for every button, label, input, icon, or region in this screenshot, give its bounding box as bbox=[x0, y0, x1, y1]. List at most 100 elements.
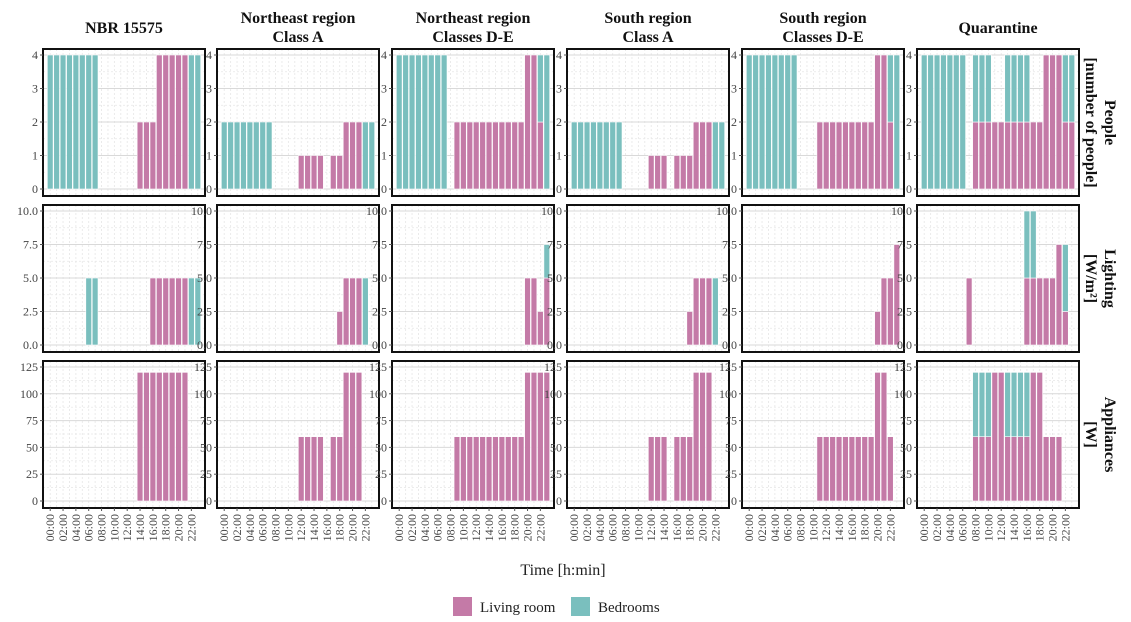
bar-living-room bbox=[466, 436, 473, 502]
y-tick-label: 50 bbox=[725, 440, 737, 454]
x-tick-label: 18:00 bbox=[858, 514, 872, 541]
y-tick-label: 3 bbox=[906, 82, 912, 96]
y-tick-label: 75 bbox=[375, 414, 387, 428]
bar-living-room bbox=[1049, 277, 1056, 346]
bar-living-room bbox=[505, 436, 512, 502]
y-tick-label: 0 bbox=[206, 182, 212, 196]
y-tick-label: 5.0 bbox=[197, 271, 212, 285]
y-tick-label: 10.0 bbox=[541, 204, 562, 218]
bar-bedrooms bbox=[590, 121, 597, 190]
x-tick-label: 14:00 bbox=[133, 514, 147, 541]
x-tick-label: 00:00 bbox=[217, 514, 231, 541]
panel-1-0: 0 1 2 3 4 bbox=[206, 48, 380, 197]
y-tick-label: 3 bbox=[32, 82, 38, 96]
x-tick-label: 08:00 bbox=[269, 514, 283, 541]
bar-living-room bbox=[816, 436, 823, 502]
bar-bedrooms bbox=[615, 121, 623, 190]
x-tick-label: 12:00 bbox=[994, 514, 1008, 541]
bar-living-room bbox=[965, 277, 973, 346]
bar-bedrooms bbox=[1010, 372, 1018, 437]
bar-living-room bbox=[1023, 121, 1031, 190]
x-tick-label: 22:00 bbox=[708, 514, 722, 541]
bar-living-room bbox=[673, 436, 681, 502]
panel-border bbox=[741, 360, 905, 509]
y-tick-label: 5.0 bbox=[897, 271, 912, 285]
y-tick-label: 0 bbox=[381, 494, 387, 508]
y-tick-label: 0 bbox=[32, 494, 38, 508]
bar-living-room bbox=[162, 54, 169, 190]
y-tick-label: 3 bbox=[556, 82, 562, 96]
bar-bedrooms bbox=[712, 121, 719, 190]
bar-living-room bbox=[466, 121, 473, 190]
bar-living-room bbox=[336, 155, 343, 190]
panel-2-2: 0 25 50 75 100 125 00:0002:0004:0006:0008:0010… bbox=[369, 360, 555, 541]
x-tick-label: 08:00 bbox=[794, 514, 808, 541]
bar-bedrooms bbox=[265, 121, 273, 190]
x-tick-label: 06:00 bbox=[956, 514, 970, 541]
y-tick-label: 50 bbox=[550, 440, 562, 454]
x-tick-label: 12:00 bbox=[120, 514, 134, 541]
x-tick-label: 14:00 bbox=[482, 514, 496, 541]
bar-living-room bbox=[304, 436, 311, 502]
bar-living-room bbox=[530, 54, 538, 190]
bar-living-room bbox=[181, 372, 189, 502]
panel-3-1: 0.0 2.5 5.0 7.5 10.0 bbox=[541, 204, 730, 353]
bar-living-room bbox=[330, 155, 337, 190]
bar-living-room bbox=[692, 121, 700, 190]
y-tick-label: 4 bbox=[731, 48, 737, 62]
bar-living-room bbox=[978, 121, 986, 190]
bar-living-room bbox=[511, 121, 518, 190]
bar-bedrooms bbox=[1017, 372, 1024, 437]
bar-bedrooms bbox=[1068, 54, 1075, 123]
bar-living-room bbox=[654, 436, 661, 502]
bar-bedrooms bbox=[415, 54, 422, 190]
bar-living-room bbox=[1017, 436, 1024, 502]
x-tick-label: 06:00 bbox=[82, 514, 96, 541]
bar-bedrooms bbox=[1030, 210, 1037, 279]
bar-bedrooms bbox=[921, 54, 928, 190]
bar-bedrooms bbox=[253, 121, 260, 190]
column-title: South region Classes D-E bbox=[779, 10, 866, 46]
x-tick-label: 18:00 bbox=[159, 514, 173, 541]
bar-living-room bbox=[530, 277, 538, 346]
bar-living-room bbox=[492, 436, 499, 502]
y-tick-label: 100 bbox=[194, 387, 212, 401]
bar-living-room bbox=[699, 277, 706, 346]
bar-bedrooms bbox=[933, 54, 941, 190]
bar-bedrooms bbox=[259, 121, 266, 190]
column-title: Quarantine bbox=[958, 20, 1037, 37]
panel-border bbox=[216, 360, 380, 509]
y-tick-label: 125 bbox=[20, 360, 38, 374]
bar-living-room bbox=[835, 121, 843, 190]
bar-living-room bbox=[1055, 436, 1063, 502]
x-tick-label: 20:00 bbox=[1046, 514, 1060, 541]
x-tick-label: 18:00 bbox=[333, 514, 347, 541]
x-tick-label: 20:00 bbox=[346, 514, 360, 541]
bar-living-room bbox=[842, 436, 849, 502]
panel-5-0: 0 1 2 3 4 bbox=[906, 48, 1080, 197]
x-tick-label: 12:00 bbox=[469, 514, 483, 541]
bar-living-room bbox=[699, 372, 706, 502]
y-tick-label: 125 bbox=[544, 360, 562, 374]
bar-living-room bbox=[1004, 436, 1011, 502]
x-tick-label: 22:00 bbox=[358, 514, 372, 541]
bar-living-room bbox=[355, 121, 363, 190]
panel-3-2: 0 25 50 75 100 125 00:0002:0004:0006:0008:0010… bbox=[544, 360, 730, 541]
legend: Living room Bedrooms bbox=[453, 597, 660, 616]
bar-living-room bbox=[517, 436, 525, 502]
y-tick-label: 50 bbox=[900, 440, 912, 454]
y-tick-label: 2.5 bbox=[897, 305, 912, 319]
panel-4-1: 0.0 2.5 5.0 7.5 10.0 bbox=[716, 204, 905, 353]
bar-bedrooms bbox=[537, 54, 544, 123]
bar-living-room bbox=[985, 436, 992, 502]
x-tick-label: 22:00 bbox=[533, 514, 547, 541]
y-tick-label: 5.0 bbox=[23, 271, 38, 285]
legend-swatch bbox=[571, 597, 590, 616]
bar-bedrooms bbox=[543, 244, 550, 279]
y-tick-label: 3 bbox=[731, 82, 737, 96]
bar-bedrooms bbox=[1062, 54, 1069, 123]
bar-living-room bbox=[673, 155, 681, 190]
bar-living-room bbox=[991, 372, 998, 502]
x-tick-label: 06:00 bbox=[606, 514, 620, 541]
y-tick-label: 7.5 bbox=[197, 238, 212, 252]
